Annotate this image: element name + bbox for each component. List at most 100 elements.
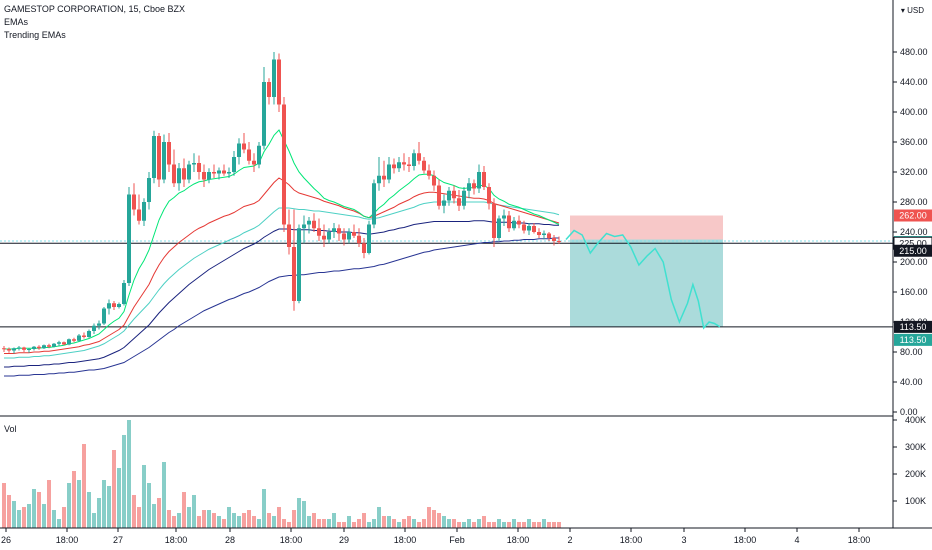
candle-body — [122, 283, 126, 304]
ema-mid-line — [4, 177, 560, 354]
candle-body — [537, 232, 541, 235]
candle-body — [327, 232, 331, 240]
candle-body — [237, 143, 241, 157]
volume-tick-label: 400K — [905, 415, 926, 425]
candle-body — [377, 175, 381, 184]
volume-bar — [207, 510, 211, 528]
candle-body — [442, 200, 446, 206]
currency-label[interactable]: ▾ USD — [901, 6, 924, 15]
ema-teal-line — [4, 201, 560, 359]
volume-bar — [417, 522, 421, 528]
volume-bar — [392, 519, 396, 528]
price-badge — [894, 320, 932, 333]
price-tick-label: 240.00 — [900, 227, 928, 237]
horizontal-lines — [0, 242, 893, 328]
volume-bar — [237, 516, 241, 528]
candle-body — [232, 157, 236, 172]
volume-bar — [177, 513, 181, 528]
price-tick-label: 480.00 — [900, 47, 928, 57]
volume-bar — [7, 495, 11, 528]
volume-bar — [97, 498, 101, 528]
volume-bar — [147, 483, 151, 528]
price-tick-label: 280.00 — [900, 197, 928, 207]
volume-bar — [352, 522, 356, 528]
candle-body — [352, 232, 356, 236]
candle-body — [507, 215, 511, 229]
candle-body — [142, 202, 146, 221]
volume-bar — [37, 492, 41, 528]
volume-bar — [532, 522, 536, 528]
price-badge — [894, 209, 932, 222]
volume-bar — [232, 513, 236, 528]
price-badge — [894, 244, 932, 257]
volume-bar — [407, 516, 411, 528]
candle-body — [42, 345, 46, 349]
candle-body — [472, 183, 476, 189]
volume-tick-label: 300K — [905, 442, 926, 452]
volume-bar — [297, 498, 301, 528]
candle-body — [467, 183, 471, 191]
volume-bar — [107, 486, 111, 528]
indicator-emas-label[interactable]: EMAs — [4, 17, 29, 27]
candle-body — [152, 136, 156, 178]
price-tick-label: 320.00 — [900, 167, 928, 177]
volume-bar — [182, 492, 186, 528]
time-tick-label: 29 — [339, 535, 349, 545]
volume-bar — [22, 507, 26, 528]
time-tick-label: 18:00 — [848, 535, 871, 545]
indicator-trending-emas-label[interactable]: Trending EMAs — [4, 30, 66, 40]
ema-lines — [4, 129, 560, 377]
candle-body — [182, 168, 186, 180]
candle-body — [432, 175, 436, 186]
time-tick-label: 18:00 — [394, 535, 417, 545]
candle-body — [227, 172, 231, 174]
candle-body — [512, 220, 516, 229]
volume-bar — [287, 522, 291, 528]
chart-title: GAMESTOP CORPORATION, 15, Cboe BZX — [4, 4, 186, 14]
candle-body — [322, 235, 326, 240]
ema-slow-line — [4, 220, 559, 368]
candle-body — [437, 185, 441, 206]
candle-body — [197, 163, 201, 172]
candle-body — [522, 224, 526, 231]
candle-body — [502, 215, 506, 219]
volume-bar — [402, 519, 406, 528]
price-tick-label: 80.00 — [900, 347, 923, 357]
volume-bar — [157, 498, 161, 528]
candle-body — [202, 172, 206, 180]
volume-bar — [507, 522, 511, 528]
volume-bar — [277, 507, 281, 528]
price-tick-label: 440.00 — [900, 77, 928, 87]
candle-body — [402, 162, 406, 165]
volume-bar — [222, 519, 226, 528]
volume-bar — [292, 510, 296, 528]
candle-body — [307, 220, 311, 225]
candle-body — [32, 346, 36, 349]
volume-bar — [197, 516, 201, 528]
volume-bar — [542, 519, 546, 528]
candle-body — [77, 335, 81, 341]
volume-bar — [447, 519, 451, 528]
volume-bar — [467, 519, 471, 528]
candle-body — [407, 164, 411, 166]
volume-bar — [452, 519, 456, 528]
price-tick-label: 360.00 — [900, 137, 928, 147]
candle-body — [72, 339, 76, 341]
volume-bar — [167, 510, 171, 528]
candle-body — [172, 164, 176, 184]
volume-bar — [112, 450, 116, 528]
candle-body — [247, 149, 251, 161]
volume-bar — [327, 519, 331, 528]
volume-bar — [27, 504, 31, 528]
volume-bar — [332, 513, 336, 528]
candle-body — [427, 170, 431, 176]
candle-body — [492, 203, 496, 238]
volume-bar — [537, 522, 541, 528]
volume-bar — [262, 489, 266, 528]
candle-body — [387, 164, 391, 180]
candle-body — [527, 226, 531, 231]
volume-bar — [62, 507, 66, 528]
candle-body — [282, 104, 286, 225]
time-tick-label: 18:00 — [280, 535, 303, 545]
